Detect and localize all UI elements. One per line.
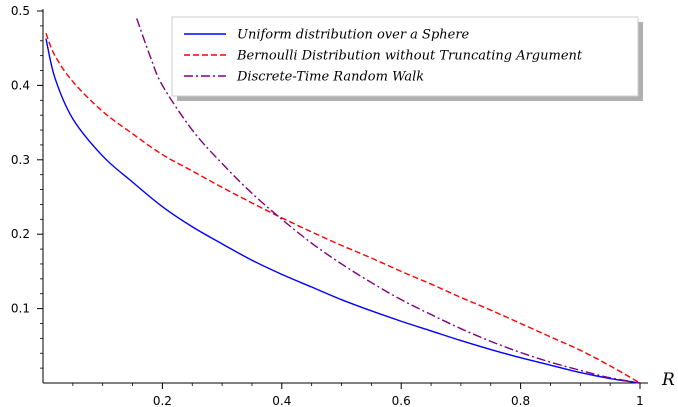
legend-label-1: Uniform distribution over a Sphere — [237, 28, 470, 43]
series-line-2 — [45, 33, 641, 384]
legend-label-2: Bernoulli Distribution without Truncatin… — [236, 49, 583, 64]
x-tick-label: 0.8 — [511, 394, 530, 407]
y-tick-label: 0.1 — [11, 302, 30, 316]
x-tick-label: 0.4 — [272, 394, 291, 407]
x-tick-label: 0.6 — [392, 394, 411, 407]
y-tick-label: 0.4 — [11, 78, 30, 92]
legend: Uniform distribution over a Sphere Bernou… — [171, 16, 643, 101]
y-tick-label: 0.3 — [11, 153, 30, 167]
x-tick-label: 0.2 — [153, 394, 172, 407]
legend-box — [171, 16, 639, 97]
y-tick-label: 0.5 — [11, 4, 30, 18]
y-tick-label: 0.2 — [11, 227, 30, 241]
series-line-1 — [45, 38, 641, 384]
legend-label-3: Discrete-Time Random Walk — [236, 70, 424, 85]
x-axis-label: R — [661, 370, 675, 390]
x-tick-label: 1 — [636, 394, 644, 407]
series-curves — [45, 18, 641, 384]
series-line-3 — [136, 18, 641, 384]
axes: 0.2 0.4 0.6 0.8 1 0.1 0.2 0.3 0.4 0.5 R — [11, 4, 675, 407]
